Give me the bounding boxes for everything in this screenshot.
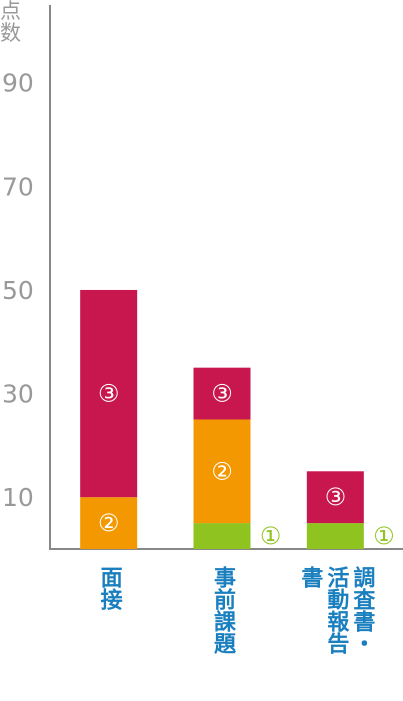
- y-tick-label: 30: [2, 380, 34, 409]
- y-tick-label: 50: [2, 276, 34, 305]
- segment-label: ①: [260, 522, 282, 550]
- segment-label: ②: [211, 457, 233, 485]
- x-tick-label: 事前課題: [210, 566, 235, 654]
- segment-label: ②: [98, 509, 120, 537]
- bar-segment: [80, 497, 138, 549]
- bar-segment: [193, 367, 251, 420]
- x-tick-label: 調査書・活動報告書: [297, 566, 375, 654]
- bar-segment: [80, 289, 138, 498]
- bar-segment: [193, 523, 251, 549]
- bar-segment: [193, 419, 251, 524]
- bar-segment: [306, 471, 364, 524]
- segment-label: ③: [325, 483, 347, 511]
- bar-segment: [306, 523, 364, 549]
- y-tick-label: 90: [2, 69, 34, 98]
- segment-label: ①: [373, 522, 395, 550]
- y-axis-label: 点数: [0, 0, 21, 45]
- segment-label: ③: [98, 380, 120, 408]
- segment-label: ③: [211, 380, 233, 408]
- x-tick-label: 面接: [96, 566, 122, 610]
- y-tick-label: 10: [2, 483, 34, 512]
- y-tick-label: 70: [2, 172, 34, 201]
